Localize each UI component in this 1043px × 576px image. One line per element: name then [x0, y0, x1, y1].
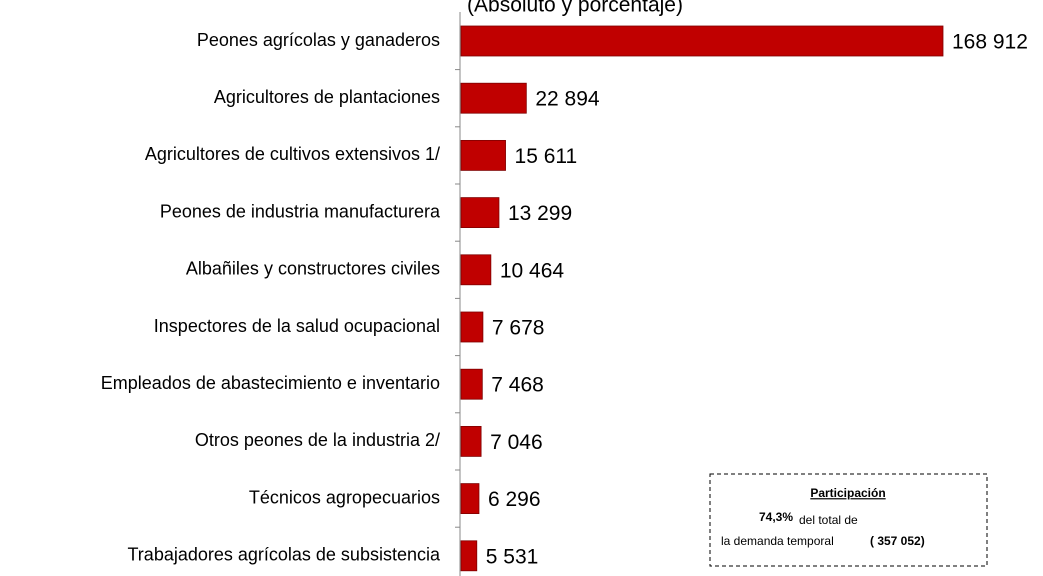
bar	[460, 540, 478, 572]
y-tick-label: Trabajadores agrícolas de subsistencia	[127, 545, 440, 565]
data-label: 15 611	[515, 145, 578, 168]
bar	[460, 311, 484, 343]
data-label: 6 296	[488, 488, 541, 511]
y-tick-label: Peones agrícolas y ganaderos	[197, 30, 440, 50]
annotation-text: la demanda temporal	[721, 534, 834, 548]
data-label: 7 046	[490, 431, 543, 454]
data-label: 5 531	[486, 545, 539, 568]
chart-subtitle: (Absoluto y porcentaje)	[467, 0, 683, 17]
y-tick-label: Albañiles y constructores civiles	[186, 259, 440, 279]
y-tick-label: Empleados de abastecimiento e inventario	[101, 373, 440, 393]
data-label: 22 894	[535, 88, 600, 111]
y-tick-label: Inspectores de la salud ocupacional	[154, 316, 440, 336]
y-tick-label: Peones de industria manufacturera	[160, 201, 441, 221]
bar	[460, 368, 483, 400]
bar	[460, 483, 480, 515]
data-label: 7 468	[491, 374, 544, 397]
y-tick-label: Otros peones de la industria 2/	[195, 430, 440, 450]
annotation-total: ( 357 052)	[870, 534, 925, 548]
bar	[460, 25, 944, 57]
bar	[460, 254, 492, 286]
y-tick-label: Agricultores de cultivos extensivos 1/	[145, 144, 440, 164]
bar	[460, 425, 482, 457]
data-label: 13 299	[508, 202, 572, 225]
y-tick-label: Agricultores de plantaciones	[214, 87, 440, 107]
annotation-text: del total de	[799, 513, 858, 527]
bar	[460, 82, 527, 114]
data-label: 7 678	[492, 317, 545, 340]
data-label: 168 912	[952, 31, 1028, 54]
bar	[460, 197, 500, 229]
bar	[460, 139, 506, 171]
y-tick-label: Técnicos agropecuarios	[249, 487, 440, 507]
data-label: 10 464	[500, 259, 565, 282]
annotation-share: 74,3%	[759, 510, 793, 524]
annotation-title: Participación	[810, 486, 885, 500]
annotation-box	[709, 473, 988, 567]
